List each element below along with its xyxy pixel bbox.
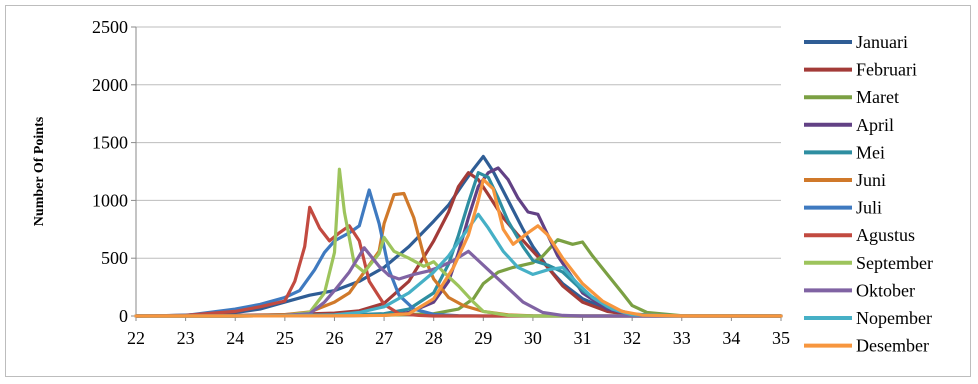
axes: [131, 26, 782, 321]
x-tick-label: 24: [226, 328, 244, 348]
series-lines: [134, 154, 783, 318]
legend-label: Juni: [856, 170, 886, 190]
gridlines: [136, 26, 781, 259]
y-tick-label: 0: [119, 306, 128, 326]
legend-label: Oktober: [856, 280, 915, 300]
series-line-juli: [134, 188, 783, 318]
y-axis-label: Number Of Points: [32, 116, 47, 226]
legend: Januari Februari Maret April Mei Juni Juli Agus…: [804, 32, 933, 356]
x-tick-label: 33: [673, 328, 691, 348]
x-tick-label: 28: [425, 328, 443, 348]
legend-label: Juli: [856, 198, 882, 218]
legend-label: Desember: [856, 336, 929, 356]
x-tick-label: 32: [623, 328, 641, 348]
x-tick-label: 34: [722, 328, 740, 348]
legend-label: Maret: [856, 87, 899, 107]
legend-label: September: [856, 253, 933, 273]
x-tick-label: 23: [177, 328, 195, 348]
x-tick-label: 31: [574, 328, 592, 348]
x-tick-label: 25: [276, 328, 294, 348]
x-tick-label: 27: [375, 328, 393, 348]
y-tick-label: 1000: [92, 190, 128, 210]
x-tick-label: 26: [325, 328, 343, 348]
y-tick-label: 2000: [92, 75, 128, 95]
series-line-oktober: [134, 246, 783, 318]
line-chart: 0 500 1000 1500 2000 2500 22 23 24 25 26 27 28 29 30 31…: [32, 17, 933, 356]
legend-label: Februari: [856, 60, 917, 80]
tick-labels: 0 500 1000 1500 2000 2500 22 23 24 25 26 27 28 29 30 31…: [92, 17, 790, 348]
legend-label: April: [856, 115, 894, 135]
y-tick-label: 1500: [92, 133, 128, 153]
x-tick-label: 35: [772, 328, 790, 348]
y-tick-label: 2500: [92, 17, 128, 37]
legend-label: Mei: [856, 142, 885, 162]
x-tick-label: 29: [474, 328, 492, 348]
x-tick-label: 30: [524, 328, 542, 348]
legend-label: Januari: [856, 32, 908, 52]
y-tick-label: 500: [101, 248, 128, 268]
series-line-desember: [134, 178, 783, 318]
series-line-agustus: [134, 205, 783, 318]
series-line-nopember: [134, 212, 783, 318]
x-tick-label: 22: [127, 328, 145, 348]
legend-label: Agustus: [856, 225, 915, 245]
chart-frame: 0 500 1000 1500 2000 2500 22 23 24 25 26 27 28 29 30 31…: [5, 5, 971, 377]
series-line-september: [134, 167, 783, 318]
legend-label: Nopember: [856, 308, 932, 328]
